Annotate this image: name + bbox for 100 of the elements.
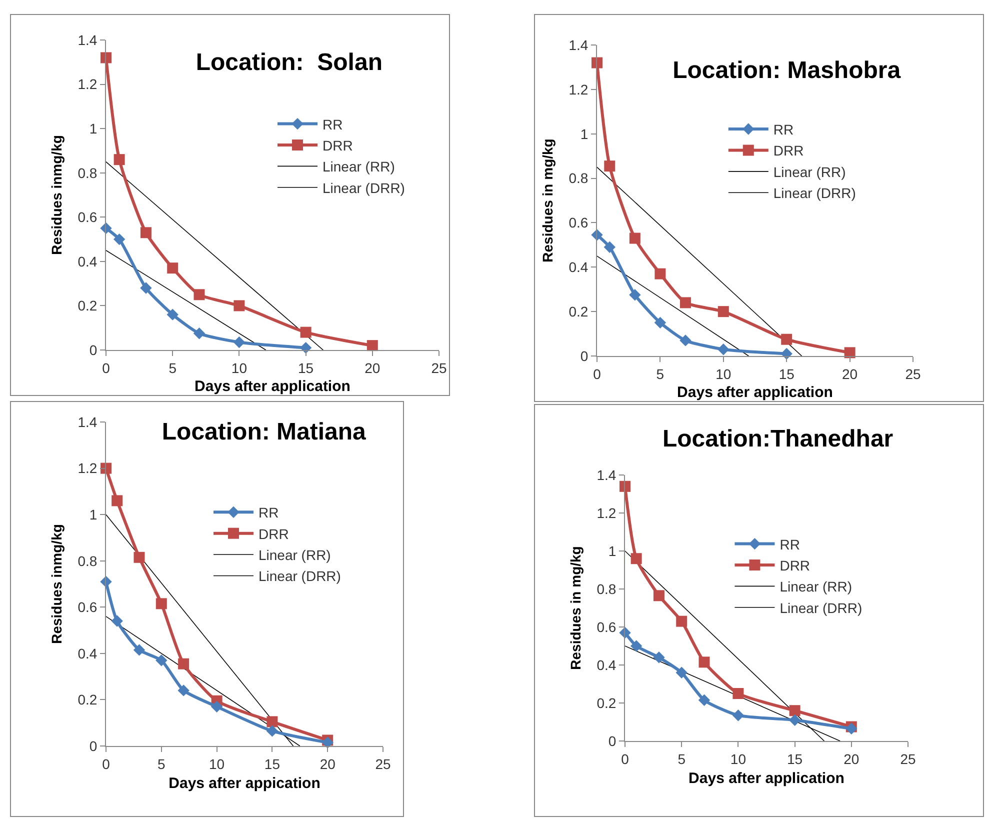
- point: [698, 656, 710, 668]
- y-tick-label: 0: [89, 738, 98, 754]
- y-tick-label: 1.4: [596, 466, 616, 483]
- point: [654, 268, 666, 280]
- x-tick-label: 15: [264, 756, 280, 772]
- point: [629, 232, 640, 244]
- y-tick-label: 1.4: [78, 32, 98, 48]
- legend-label: DRR: [322, 137, 353, 154]
- y-axis-title: Residues in mg/kg: [539, 138, 556, 262]
- y-tick-label: 1.2: [78, 460, 98, 476]
- x-axis-title: Days after application: [677, 384, 833, 401]
- y-tick-label: 1: [89, 506, 98, 522]
- text: Location: Mashobra: [672, 57, 902, 84]
- x-tick-label: 20: [320, 756, 336, 772]
- point: [156, 654, 168, 666]
- y-axis-title: Residues inmg/kg: [48, 524, 64, 644]
- x-tick-label: 5: [168, 360, 177, 376]
- point: [266, 725, 278, 737]
- point: [604, 160, 616, 172]
- point: [844, 347, 856, 358]
- point: [698, 694, 710, 706]
- point: [233, 336, 246, 348]
- point: [680, 334, 692, 346]
- point: [653, 652, 665, 664]
- legend-label: DRR: [780, 557, 810, 574]
- legend-label: Linear (DRR): [258, 568, 341, 584]
- point: [134, 552, 145, 563]
- y-tick-label: 0.8: [78, 164, 98, 181]
- x-tick-label: 5: [656, 366, 664, 382]
- point: [114, 154, 125, 166]
- legend-label: Linear (RR): [780, 578, 852, 595]
- point: [592, 57, 602, 68]
- y-tick-label: 0.8: [596, 580, 616, 597]
- point: [781, 334, 792, 345]
- chart-title: Location: Solan: [196, 48, 382, 76]
- point: [167, 262, 178, 274]
- x-tick-label: 25: [905, 366, 921, 382]
- y-tick-label: 0.4: [596, 656, 616, 673]
- point: [100, 52, 112, 64]
- y-tick-label: 0.4: [78, 253, 98, 270]
- y-tick-label: 0: [608, 732, 616, 749]
- x-tick-label: 25: [375, 756, 391, 772]
- y-tick-label: 1: [580, 126, 588, 142]
- point: [113, 233, 126, 246]
- y-tick-label: 1: [608, 542, 616, 559]
- point: [653, 590, 664, 602]
- x-tick-label: 20: [844, 750, 860, 767]
- x-axis-title: Days after application: [194, 378, 350, 395]
- point: [112, 495, 123, 506]
- legend-label: DRR: [258, 526, 289, 542]
- point: [718, 306, 729, 318]
- y-tick-label: 0.4: [78, 645, 98, 662]
- x-tick-label: 10: [730, 750, 746, 767]
- y-tick-label: 1: [89, 120, 98, 136]
- point: [732, 688, 744, 699]
- x-tick-label: 5: [678, 750, 686, 767]
- legend-label: Linear (DRR): [322, 180, 405, 196]
- legend-label: RR: [322, 116, 343, 132]
- x-tick-label: 10: [231, 360, 248, 376]
- point: [178, 658, 190, 670]
- y-tick-label: 0.8: [568, 170, 588, 186]
- point: [166, 308, 178, 320]
- legend-label: DRR: [773, 142, 804, 159]
- y-tick-label: 0.6: [78, 209, 98, 226]
- point: [630, 553, 642, 564]
- x-tick-label: 15: [787, 750, 803, 767]
- point: [266, 716, 278, 728]
- point: [604, 241, 616, 253]
- legend-label: Linear (RR): [258, 546, 331, 563]
- legend-label: RR: [258, 504, 279, 521]
- y-tick-label: 0.2: [78, 298, 98, 314]
- legend-label: Linear (DRR): [780, 600, 862, 616]
- y-tick-label: 1.4: [78, 414, 98, 430]
- y-tick-label: 0.8: [78, 552, 98, 569]
- point: [629, 289, 641, 301]
- point: [654, 316, 666, 329]
- point: [194, 289, 205, 300]
- point: [630, 640, 642, 652]
- point: [210, 700, 223, 713]
- y-tick-label: 0.2: [596, 694, 616, 711]
- y-tick-label: 0.2: [78, 692, 98, 708]
- y-tick-label: 0.2: [568, 303, 588, 320]
- y-tick-label: 1.2: [596, 504, 616, 521]
- x-tick-label: 10: [209, 756, 225, 772]
- x-tick-label: 0: [102, 360, 110, 376]
- point: [234, 300, 245, 312]
- x-tick-label: 10: [716, 366, 732, 382]
- point: [178, 684, 190, 696]
- chart-title: Location:Thanedhar: [662, 425, 894, 452]
- legend-label: Linear (DRR): [773, 185, 856, 202]
- point: [300, 326, 312, 338]
- x-tick-label: 0: [102, 756, 110, 772]
- x-tick-label: 25: [900, 750, 916, 767]
- y-axis-title: Residues inmg/kg: [48, 135, 64, 255]
- x-tick-label: 15: [778, 366, 795, 382]
- y-tick-label: 1.2: [568, 81, 588, 98]
- point: [140, 227, 152, 238]
- point: [676, 666, 688, 678]
- legend-label: Linear (RR): [322, 158, 395, 175]
- point: [620, 480, 630, 492]
